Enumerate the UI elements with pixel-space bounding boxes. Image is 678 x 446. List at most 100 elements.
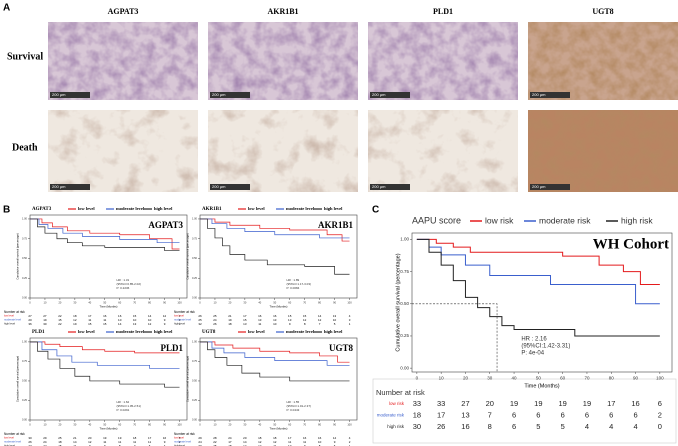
- y-tick-label: 1.00: [400, 237, 409, 242]
- x-tick-label: 30: [243, 422, 246, 426]
- scale-bar-label: 200 µm: [372, 92, 386, 97]
- risk-value: 4: [179, 314, 181, 318]
- x-tick-label: 70: [133, 300, 136, 304]
- x-tick-label: 80: [609, 376, 615, 381]
- cohort-label: WH Cohort: [593, 236, 669, 252]
- hr-text: (95%CI:1.42-3.31): [521, 344, 570, 350]
- risk-value: 13: [288, 318, 292, 322]
- risk-row-label: high level: [4, 322, 15, 326]
- risk-value: 1: [179, 322, 181, 326]
- hr-text: P: 0.0291: [117, 408, 130, 412]
- risk-value: 10: [148, 318, 152, 322]
- risk-value: 22: [58, 322, 62, 326]
- risk-value: 6: [585, 410, 589, 419]
- x-tick-label: 10: [439, 376, 445, 381]
- risk-value: 11: [118, 440, 121, 444]
- risk-row-label: low level: [174, 314, 184, 318]
- risk-value: 22: [58, 314, 62, 318]
- y-tick-label: 0.00: [22, 296, 28, 300]
- scale-bar: [50, 92, 90, 98]
- x-tick-label: 70: [303, 422, 306, 426]
- risk-value: 10: [118, 318, 122, 322]
- risk-value: 24: [43, 440, 47, 444]
- x-tick-label: 40: [88, 422, 91, 426]
- risk-value: 15: [133, 314, 137, 318]
- hr-text: P: 0.0084: [287, 286, 300, 290]
- x-tick-label: 40: [512, 376, 518, 381]
- risk-value: 18: [273, 436, 277, 440]
- x-tick-label: 50: [103, 300, 106, 304]
- column-header: AKR1B1: [267, 7, 298, 16]
- legend-label: moderate risk: [539, 215, 591, 225]
- histology-texture: [368, 110, 518, 192]
- risk-table-title: Number at risk: [376, 388, 425, 397]
- risk-value: 18: [73, 314, 77, 318]
- risk-value: 7: [488, 410, 492, 419]
- x-tick-label: 20: [228, 300, 231, 304]
- risk-value: 17: [228, 440, 232, 444]
- survival-curve: [416, 238, 660, 337]
- y-tick-label: 0.25: [192, 398, 198, 402]
- risk-value: 6: [658, 399, 662, 408]
- gene-label: PLD1: [161, 343, 184, 353]
- column-header: UGT8: [592, 7, 613, 16]
- y-tick-label: 1.00: [22, 340, 28, 344]
- y-tick-label: 0.00: [192, 418, 198, 422]
- risk-value: 1: [179, 444, 181, 446]
- x-tick-label: 10: [214, 300, 217, 304]
- risk-value: 24: [198, 440, 202, 444]
- x-tick-label: 60: [560, 376, 566, 381]
- risk-value: 16: [103, 314, 107, 318]
- y-tick-label: 0.75: [400, 269, 409, 274]
- risk-value: 12: [163, 314, 167, 318]
- scale-bar-label: 200 µm: [532, 92, 546, 97]
- risk-row-label: high level: [174, 322, 185, 326]
- risk-value: 33: [437, 399, 445, 408]
- legend-label: high level: [154, 329, 173, 334]
- risk-row-label: low level: [4, 314, 14, 318]
- scale-bar: [210, 92, 250, 98]
- x-tick-label: 80: [148, 300, 151, 304]
- risk-value: 18: [228, 322, 232, 326]
- risk-table-title: Number at risk: [4, 432, 25, 436]
- survival-curve: [200, 218, 350, 239]
- risk-value: 27: [43, 314, 47, 318]
- legend-title: AAPU score: [412, 215, 461, 225]
- x-tick-label: 60: [288, 300, 291, 304]
- risk-value: 11: [288, 440, 291, 444]
- risk-row-label: moderate level: [4, 440, 21, 444]
- histology-texture: [48, 110, 198, 192]
- risk-value: 6: [536, 410, 540, 419]
- panel-label: B: [3, 205, 10, 216]
- risk-value: 13: [333, 314, 337, 318]
- risk-value: 9: [104, 444, 106, 446]
- risk-value: 32: [198, 322, 202, 326]
- risk-value: 16: [631, 399, 639, 408]
- risk-value: 9: [334, 440, 336, 444]
- risk-value: 30: [413, 422, 421, 431]
- risk-value: 12: [88, 440, 92, 444]
- x-axis-label: Time (Months): [524, 383, 559, 389]
- y-tick-label: 0.75: [22, 236, 28, 240]
- risk-value: 14: [118, 322, 122, 326]
- risk-value: 33: [413, 399, 421, 408]
- risk-value: 20: [243, 436, 247, 440]
- risk-value: 19: [118, 436, 122, 440]
- risk-row-label: low level: [4, 436, 14, 440]
- risk-value: 6: [149, 444, 151, 446]
- risk-value: 14: [243, 440, 247, 444]
- scale-bar: [210, 184, 250, 190]
- histology-texture: [208, 110, 358, 192]
- risk-value: 5: [334, 322, 336, 326]
- plot-frame: [29, 337, 188, 421]
- x-axis-label: Time (Months): [270, 427, 288, 431]
- scale-bar: [530, 184, 570, 190]
- x-tick-label: 30: [73, 300, 76, 304]
- risk-value: 25: [58, 436, 62, 440]
- plot-title: AGPAT3: [32, 207, 52, 212]
- risk-value: 13: [461, 410, 469, 419]
- y-tick-label: 0.25: [400, 333, 409, 338]
- risk-value: 30: [198, 444, 202, 446]
- risk-value: 17: [88, 314, 92, 318]
